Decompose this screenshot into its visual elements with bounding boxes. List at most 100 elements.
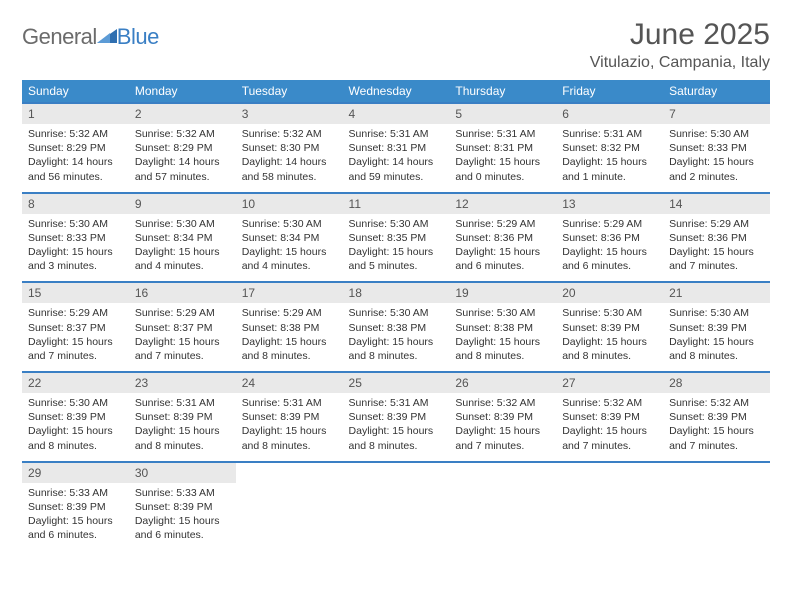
day-number: 20 [556, 283, 663, 303]
daylight-line: Daylight: 15 hours and 3 minutes. [28, 245, 123, 273]
day-cell: 19Sunrise: 5:30 AMSunset: 8:38 PMDayligh… [449, 282, 556, 372]
day-cell: 27Sunrise: 5:32 AMSunset: 8:39 PMDayligh… [556, 372, 663, 462]
day-number: 22 [22, 373, 129, 393]
day-cell: 21Sunrise: 5:30 AMSunset: 8:39 PMDayligh… [663, 282, 770, 372]
sunset-line: Sunset: 8:36 PM [455, 231, 550, 245]
dayhead-sunday: Sunday [22, 80, 129, 103]
sunrise-line: Sunrise: 5:32 AM [135, 127, 230, 141]
day-number: 8 [22, 194, 129, 214]
day-body: Sunrise: 5:30 AMSunset: 8:34 PMDaylight:… [129, 214, 236, 282]
day-number: 1 [22, 104, 129, 124]
day-cell: 20Sunrise: 5:30 AMSunset: 8:39 PMDayligh… [556, 282, 663, 372]
day-number: 17 [236, 283, 343, 303]
daylight-line: Daylight: 15 hours and 7 minutes. [455, 424, 550, 452]
dayhead-tuesday: Tuesday [236, 80, 343, 103]
sunrise-line: Sunrise: 5:30 AM [669, 306, 764, 320]
day-body: Sunrise: 5:31 AMSunset: 8:31 PMDaylight:… [343, 124, 450, 192]
dayhead-monday: Monday [129, 80, 236, 103]
day-body: Sunrise: 5:30 AMSunset: 8:39 PMDaylight:… [556, 303, 663, 371]
sunrise-line: Sunrise: 5:29 AM [242, 306, 337, 320]
day-number: 18 [343, 283, 450, 303]
day-cell: 9Sunrise: 5:30 AMSunset: 8:34 PMDaylight… [129, 193, 236, 283]
sunset-line: Sunset: 8:36 PM [669, 231, 764, 245]
daylight-line: Daylight: 14 hours and 59 minutes. [349, 155, 444, 183]
week-row: 8Sunrise: 5:30 AMSunset: 8:33 PMDaylight… [22, 193, 770, 283]
daylight-line: Daylight: 15 hours and 0 minutes. [455, 155, 550, 183]
sunset-line: Sunset: 8:29 PM [28, 141, 123, 155]
dayhead-thursday: Thursday [449, 80, 556, 103]
sunrise-line: Sunrise: 5:31 AM [135, 396, 230, 410]
sunset-line: Sunset: 8:39 PM [669, 410, 764, 424]
day-cell: 25Sunrise: 5:31 AMSunset: 8:39 PMDayligh… [343, 372, 450, 462]
day-number: 9 [129, 194, 236, 214]
sunrise-line: Sunrise: 5:30 AM [28, 217, 123, 231]
daylight-line: Daylight: 14 hours and 58 minutes. [242, 155, 337, 183]
sunrise-line: Sunrise: 5:32 AM [242, 127, 337, 141]
day-number: 4 [343, 104, 450, 124]
day-cell: 30Sunrise: 5:33 AMSunset: 8:39 PMDayligh… [129, 462, 236, 551]
sunrise-line: Sunrise: 5:31 AM [349, 127, 444, 141]
day-body: Sunrise: 5:31 AMSunset: 8:39 PMDaylight:… [129, 393, 236, 461]
day-number: 24 [236, 373, 343, 393]
sunset-line: Sunset: 8:37 PM [135, 321, 230, 335]
day-number: 12 [449, 194, 556, 214]
day-cell [449, 462, 556, 551]
dayhead-friday: Friday [556, 80, 663, 103]
day-cell [343, 462, 450, 551]
daylight-line: Daylight: 15 hours and 6 minutes. [28, 514, 123, 542]
sunset-line: Sunset: 8:39 PM [455, 410, 550, 424]
sunset-line: Sunset: 8:34 PM [242, 231, 337, 245]
day-cell: 10Sunrise: 5:30 AMSunset: 8:34 PMDayligh… [236, 193, 343, 283]
daylight-line: Daylight: 15 hours and 1 minute. [562, 155, 657, 183]
sunrise-line: Sunrise: 5:31 AM [349, 396, 444, 410]
day-number: 7 [663, 104, 770, 124]
day-body: Sunrise: 5:30 AMSunset: 8:38 PMDaylight:… [449, 303, 556, 371]
day-body: Sunrise: 5:29 AMSunset: 8:36 PMDaylight:… [449, 214, 556, 282]
day-cell: 11Sunrise: 5:30 AMSunset: 8:35 PMDayligh… [343, 193, 450, 283]
day-header-row: Sunday Monday Tuesday Wednesday Thursday… [22, 80, 770, 103]
day-body: Sunrise: 5:30 AMSunset: 8:39 PMDaylight:… [663, 303, 770, 371]
sunset-line: Sunset: 8:39 PM [135, 410, 230, 424]
sunrise-line: Sunrise: 5:33 AM [135, 486, 230, 500]
daylight-line: Daylight: 15 hours and 2 minutes. [669, 155, 764, 183]
sunrise-line: Sunrise: 5:30 AM [562, 306, 657, 320]
sunrise-line: Sunrise: 5:29 AM [28, 306, 123, 320]
day-body: Sunrise: 5:32 AMSunset: 8:39 PMDaylight:… [556, 393, 663, 461]
daylight-line: Daylight: 15 hours and 6 minutes. [135, 514, 230, 542]
sunrise-line: Sunrise: 5:29 AM [135, 306, 230, 320]
day-cell: 29Sunrise: 5:33 AMSunset: 8:39 PMDayligh… [22, 462, 129, 551]
sunset-line: Sunset: 8:33 PM [28, 231, 123, 245]
day-number: 19 [449, 283, 556, 303]
sunset-line: Sunset: 8:39 PM [349, 410, 444, 424]
day-body: Sunrise: 5:29 AMSunset: 8:37 PMDaylight:… [22, 303, 129, 371]
sunrise-line: Sunrise: 5:30 AM [455, 306, 550, 320]
day-number: 11 [343, 194, 450, 214]
sunrise-line: Sunrise: 5:29 AM [455, 217, 550, 231]
day-cell: 26Sunrise: 5:32 AMSunset: 8:39 PMDayligh… [449, 372, 556, 462]
day-body: Sunrise: 5:29 AMSunset: 8:36 PMDaylight:… [663, 214, 770, 282]
day-body: Sunrise: 5:30 AMSunset: 8:33 PMDaylight:… [22, 214, 129, 282]
week-row: 15Sunrise: 5:29 AMSunset: 8:37 PMDayligh… [22, 282, 770, 372]
daylight-line: Daylight: 15 hours and 6 minutes. [562, 245, 657, 273]
week-row: 1Sunrise: 5:32 AMSunset: 8:29 PMDaylight… [22, 103, 770, 193]
sunrise-line: Sunrise: 5:30 AM [669, 127, 764, 141]
daylight-line: Daylight: 15 hours and 7 minutes. [669, 245, 764, 273]
day-cell: 5Sunrise: 5:31 AMSunset: 8:31 PMDaylight… [449, 103, 556, 193]
sunrise-line: Sunrise: 5:31 AM [242, 396, 337, 410]
sunset-line: Sunset: 8:31 PM [349, 141, 444, 155]
header: General Blue June 2025 Vitulazio, Campan… [22, 18, 770, 72]
day-body: Sunrise: 5:32 AMSunset: 8:29 PMDaylight:… [22, 124, 129, 192]
daylight-line: Daylight: 15 hours and 7 minutes. [135, 335, 230, 363]
day-body: Sunrise: 5:29 AMSunset: 8:37 PMDaylight:… [129, 303, 236, 371]
page-title: June 2025 [590, 18, 770, 52]
day-cell: 3Sunrise: 5:32 AMSunset: 8:30 PMDaylight… [236, 103, 343, 193]
day-number: 5 [449, 104, 556, 124]
daylight-line: Daylight: 15 hours and 8 minutes. [455, 335, 550, 363]
sunset-line: Sunset: 8:31 PM [455, 141, 550, 155]
sunrise-line: Sunrise: 5:30 AM [135, 217, 230, 231]
sunset-line: Sunset: 8:35 PM [349, 231, 444, 245]
day-cell: 18Sunrise: 5:30 AMSunset: 8:38 PMDayligh… [343, 282, 450, 372]
sunset-line: Sunset: 8:38 PM [242, 321, 337, 335]
day-cell: 16Sunrise: 5:29 AMSunset: 8:37 PMDayligh… [129, 282, 236, 372]
week-row: 22Sunrise: 5:30 AMSunset: 8:39 PMDayligh… [22, 372, 770, 462]
